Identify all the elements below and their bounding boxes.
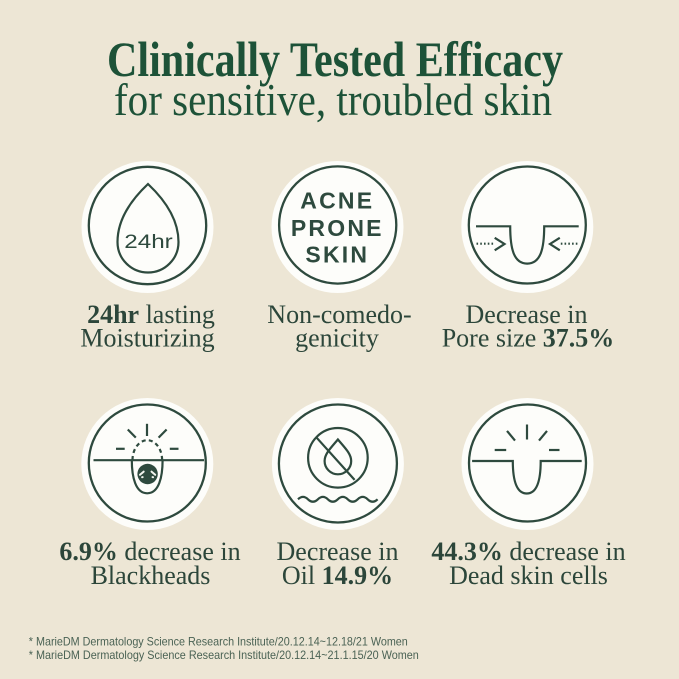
svg-text:genicity: genicity (295, 324, 379, 353)
svg-text:ACNE: ACNE (300, 188, 374, 214)
svg-text:44.3% decrease in: 44.3% decrease in (431, 537, 625, 566)
svg-text:Clinically Tested Efficacy: Clinically Tested Efficacy (107, 31, 563, 87)
svg-text:Decrease in: Decrease in (277, 537, 399, 566)
svg-text:* MarieDM Dermatology Science: * MarieDM Dermatology Science Research I… (29, 635, 408, 649)
svg-text:Moisturizing: Moisturizing (80, 324, 214, 353)
svg-text:Pore size 37.5%: Pore size 37.5% (442, 324, 615, 353)
svg-text:SKIN: SKIN (305, 242, 369, 268)
svg-text:Oil 14.9%: Oil 14.9% (282, 561, 393, 590)
svg-text:6.9% decrease in: 6.9% decrease in (59, 537, 240, 566)
svg-text:Non-comedo-: Non-comedo- (267, 300, 411, 329)
svg-text:24hr lasting: 24hr lasting (87, 300, 215, 329)
svg-text:Blackheads: Blackheads (91, 561, 211, 590)
svg-text:for sensitive, troubled skin: for sensitive, troubled skin (114, 75, 552, 125)
svg-text:Decrease in: Decrease in (466, 300, 588, 329)
svg-text:* MarieDM Dermatology Science: * MarieDM Dermatology Science Research I… (29, 648, 419, 662)
svg-text:Dead skin cells: Dead skin cells (449, 561, 608, 590)
svg-text:24hr: 24hr (124, 231, 173, 253)
svg-text:PRONE: PRONE (291, 215, 384, 241)
